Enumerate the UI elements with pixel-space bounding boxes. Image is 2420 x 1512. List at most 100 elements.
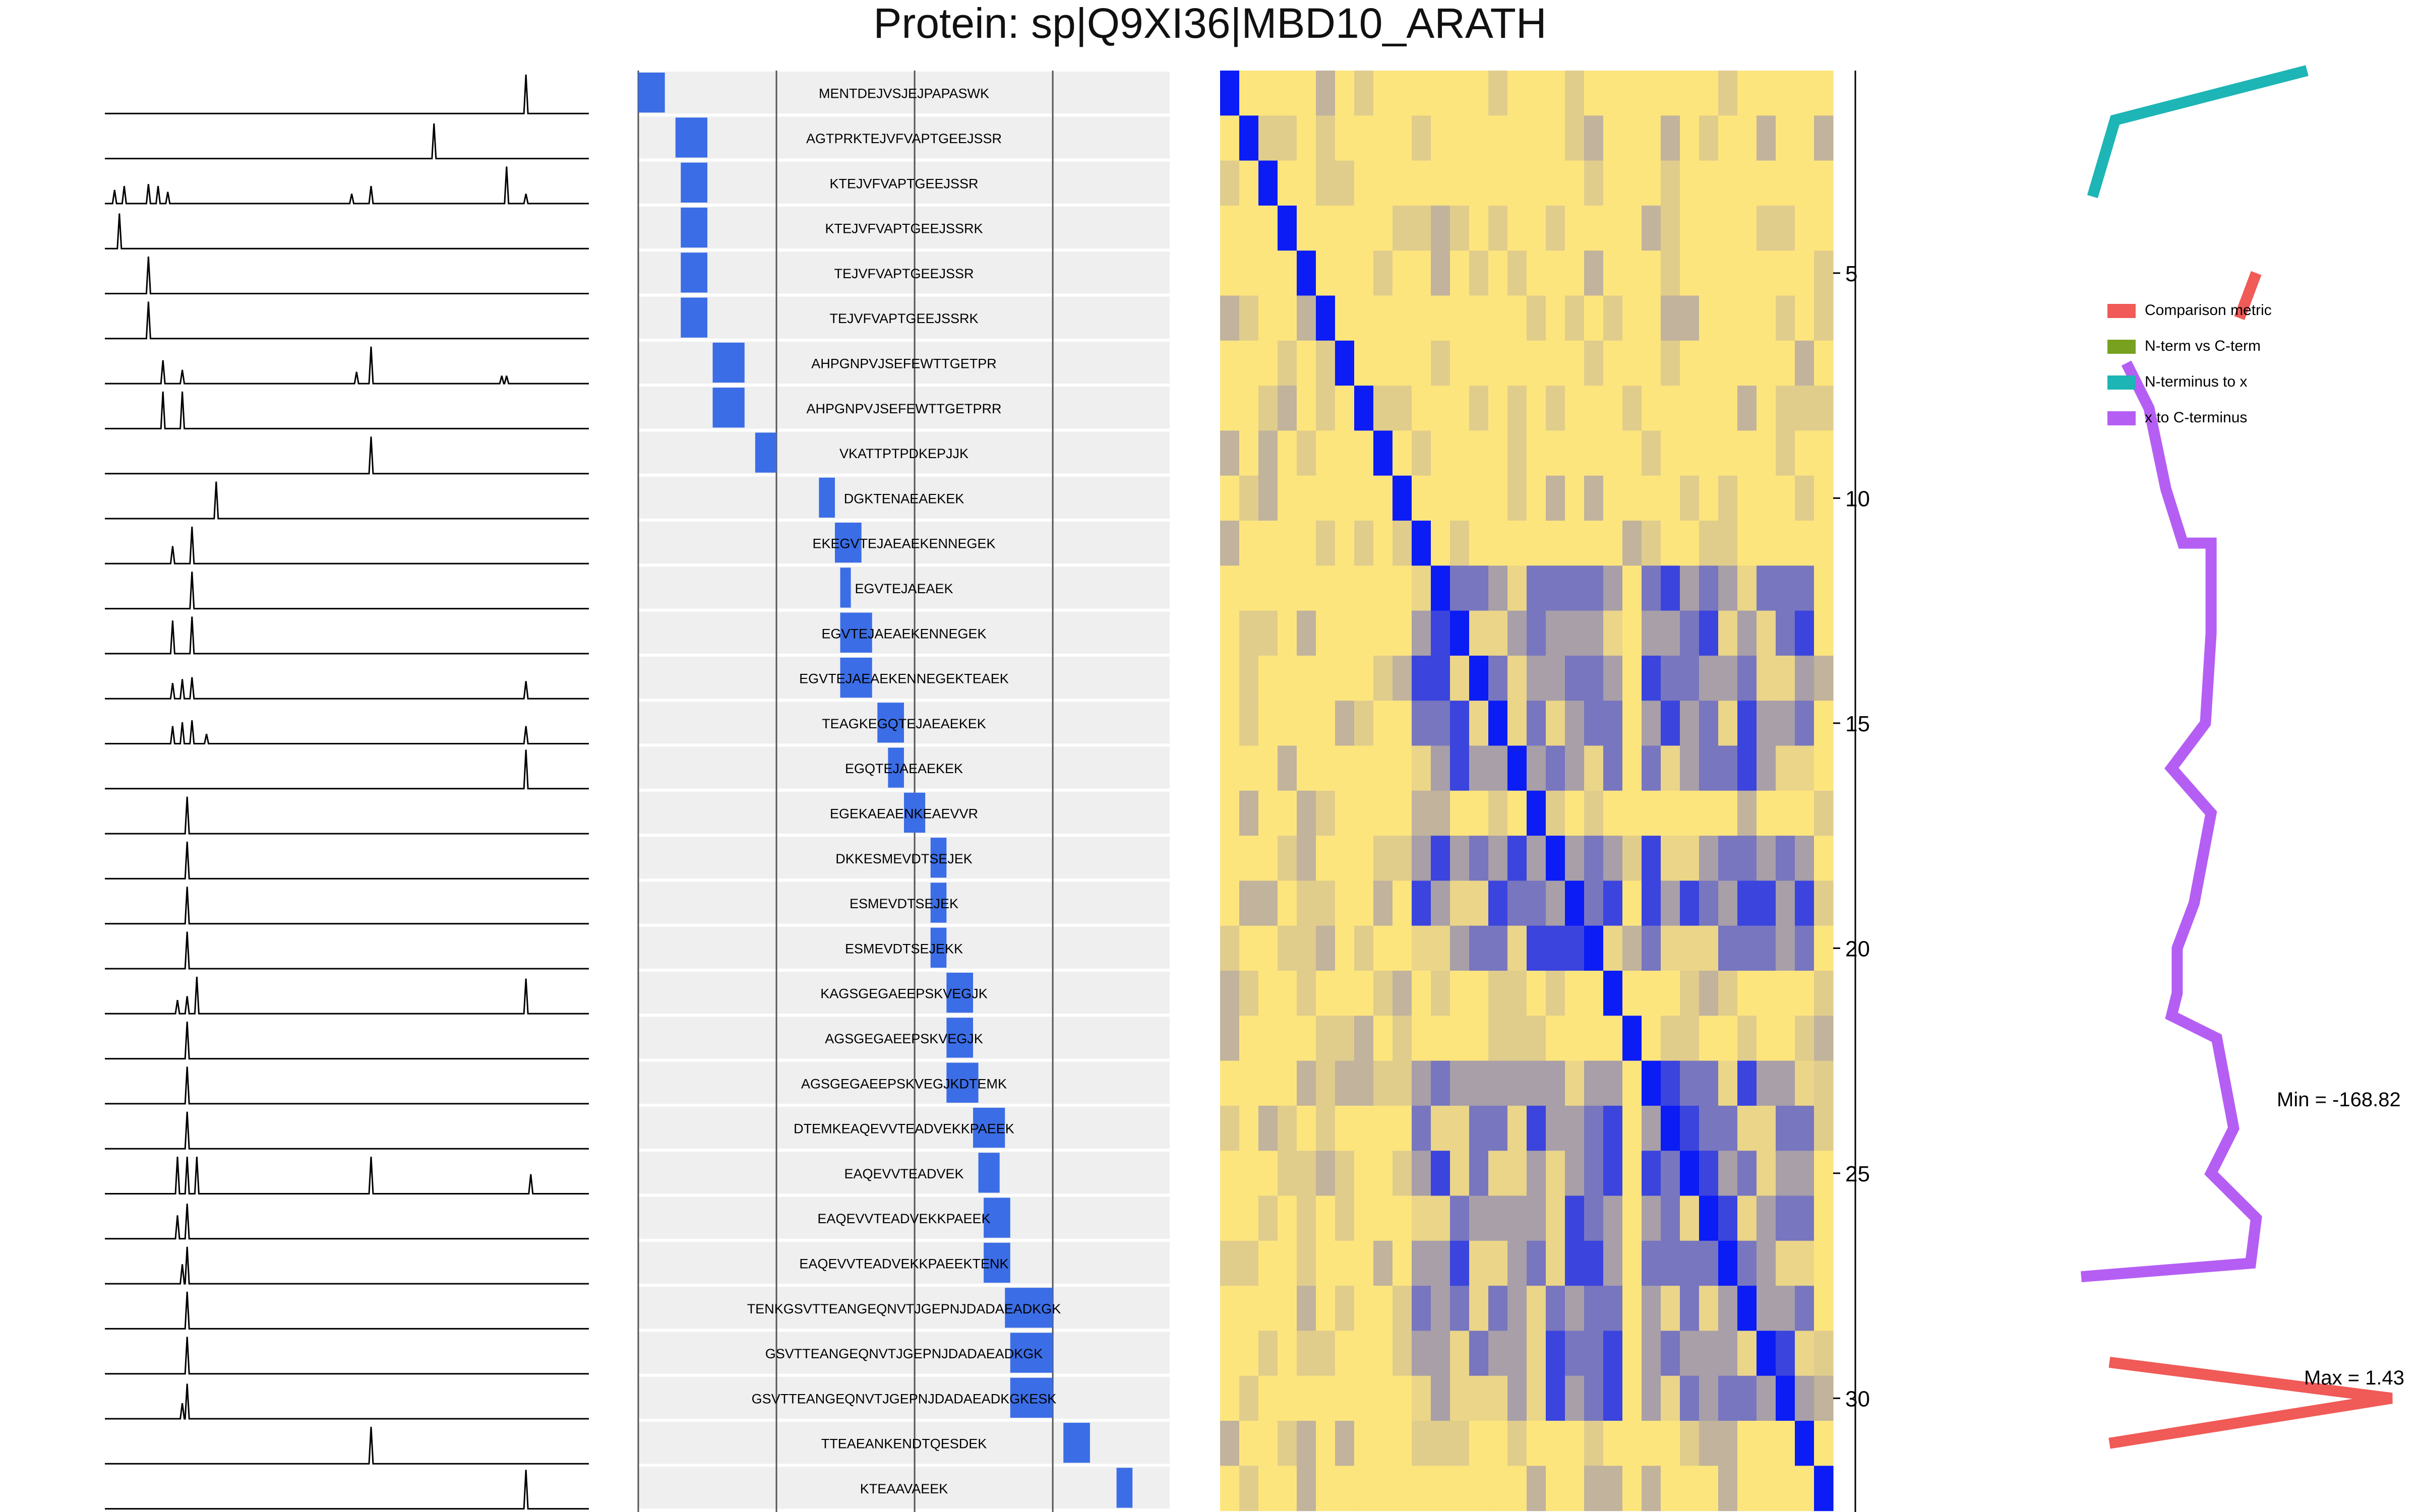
heatmap-cell xyxy=(1450,340,1470,386)
coverage-bar xyxy=(984,1198,1010,1238)
legend-swatch xyxy=(2107,340,2136,354)
heatmap-cell xyxy=(1680,1060,1700,1106)
heatmap-cell xyxy=(1431,205,1450,251)
heatmap-cell xyxy=(1680,701,1700,746)
heatmap-cell xyxy=(1297,1060,1316,1106)
heatmap-cell xyxy=(1258,250,1278,296)
heatmap-cell xyxy=(1412,115,1431,161)
heatmap-cell xyxy=(1488,880,1508,926)
heatmap-cell xyxy=(1814,430,1834,476)
heatmap-cell xyxy=(1527,205,1546,251)
heatmap-cell xyxy=(1393,1105,1412,1151)
heatmap-cell xyxy=(1584,1240,1604,1286)
heatmap-cell xyxy=(1795,1331,1814,1376)
heatmap-cell xyxy=(1412,971,1431,1016)
heatmap-cell xyxy=(1393,1240,1412,1286)
heatmap-cell xyxy=(1527,115,1546,161)
heatmap-cell xyxy=(1278,836,1297,881)
heatmap-cell xyxy=(1718,655,1738,701)
heatmap-cell xyxy=(1220,880,1240,926)
heatmap-cell xyxy=(1450,1375,1470,1421)
heatmap-cell xyxy=(1278,971,1297,1016)
heatmap-cell xyxy=(1354,295,1374,341)
heatmap-cell xyxy=(1814,115,1834,161)
heatmap-cell xyxy=(1527,340,1546,386)
heatmap-cell xyxy=(1220,386,1240,431)
heatmap-cell xyxy=(1316,1105,1336,1151)
heatmap-tick-label: 20 xyxy=(1845,936,1870,961)
heatmap-cell xyxy=(1814,1105,1834,1151)
heatmap-cell xyxy=(1469,521,1489,566)
heatmap-cell xyxy=(1335,160,1355,206)
heatmap-cell xyxy=(1527,521,1546,566)
heatmap-cell xyxy=(1450,386,1470,431)
heatmap-cell xyxy=(1316,610,1336,656)
heatmap-cell xyxy=(1431,1151,1450,1196)
heatmap-cell xyxy=(1393,610,1412,656)
peptide-label: TENKGSVTTEANGEQNVTJGEPNJDADAEADKGK xyxy=(747,1301,1061,1316)
heatmap-cell xyxy=(1795,790,1814,836)
heatmap-cell xyxy=(1795,1466,1814,1511)
heatmap-cell xyxy=(1220,160,1240,206)
heatmap-cell xyxy=(1718,295,1738,341)
heatmap-cell xyxy=(1737,1421,1757,1466)
heatmap-cell xyxy=(1316,340,1336,386)
heatmap-cell xyxy=(1393,1060,1412,1106)
heatmap-cell xyxy=(1488,1105,1508,1151)
heatmap-cell xyxy=(1737,565,1757,611)
heatmap-cell xyxy=(1507,521,1527,566)
coverage-bar xyxy=(681,207,708,248)
heatmap-cell xyxy=(1373,205,1393,251)
heatmap-cell xyxy=(1431,971,1450,1016)
heatmap-cell xyxy=(1297,250,1316,296)
heatmap-cell xyxy=(1412,295,1431,341)
heatmap-cell xyxy=(1814,71,1834,116)
heatmap-cell xyxy=(1469,745,1489,791)
heatmap-cell xyxy=(1718,71,1738,116)
heatmap-cell xyxy=(1642,295,1661,341)
heatmap-cell xyxy=(1373,1331,1393,1376)
heatmap-cell xyxy=(1507,745,1527,791)
heatmap-cell xyxy=(1757,880,1776,926)
heatmap-cell xyxy=(1814,1466,1834,1511)
heatmap-cell xyxy=(1412,610,1431,656)
heatmap-cell xyxy=(1718,836,1738,881)
heatmap-cell xyxy=(1354,701,1374,746)
heatmap-cell xyxy=(1258,971,1278,1016)
heatmap-cell xyxy=(1699,115,1719,161)
profile-line xyxy=(105,1291,589,1330)
heatmap-cell xyxy=(1565,1331,1585,1376)
heatmap-cell xyxy=(1335,340,1355,386)
heatmap-cell xyxy=(1757,1060,1776,1106)
heatmap-cell xyxy=(1795,1060,1814,1106)
legend-item: N-term vs C-term xyxy=(2107,336,2261,356)
heatmap-cell xyxy=(1239,205,1259,251)
heatmap-cell xyxy=(1795,1105,1814,1151)
coverage-bar xyxy=(1063,1423,1090,1463)
heatmap-cell xyxy=(1297,925,1316,971)
profile-line xyxy=(105,1246,589,1285)
heatmap-cell xyxy=(1258,1286,1278,1331)
heatmap-cell xyxy=(1278,475,1297,521)
peptide-label: KTEAAVAEEK xyxy=(860,1481,948,1496)
heatmap-cell xyxy=(1431,745,1450,791)
coverage-bar xyxy=(638,73,665,113)
heatmap-cell xyxy=(1603,1060,1623,1106)
heatmap-cell xyxy=(1622,386,1642,431)
profile-line xyxy=(105,976,589,1015)
coverage-bar xyxy=(675,117,708,158)
heatmap-cell xyxy=(1546,340,1565,386)
heatmap-cell xyxy=(1776,250,1795,296)
heatmap-cell xyxy=(1239,971,1259,1016)
heatmap-cell xyxy=(1297,1421,1316,1466)
heatmap-cell xyxy=(1488,386,1508,431)
heatmap-cell xyxy=(1450,71,1470,116)
heatmap-cell xyxy=(1584,836,1604,881)
heatmap-cell xyxy=(1546,701,1565,746)
heatmap-cell xyxy=(1795,160,1814,206)
heatmap-cell xyxy=(1507,1195,1527,1241)
heatmap-cell xyxy=(1814,1375,1834,1421)
heatmap-cell xyxy=(1584,430,1604,476)
heatmap-cell xyxy=(1354,971,1374,1016)
